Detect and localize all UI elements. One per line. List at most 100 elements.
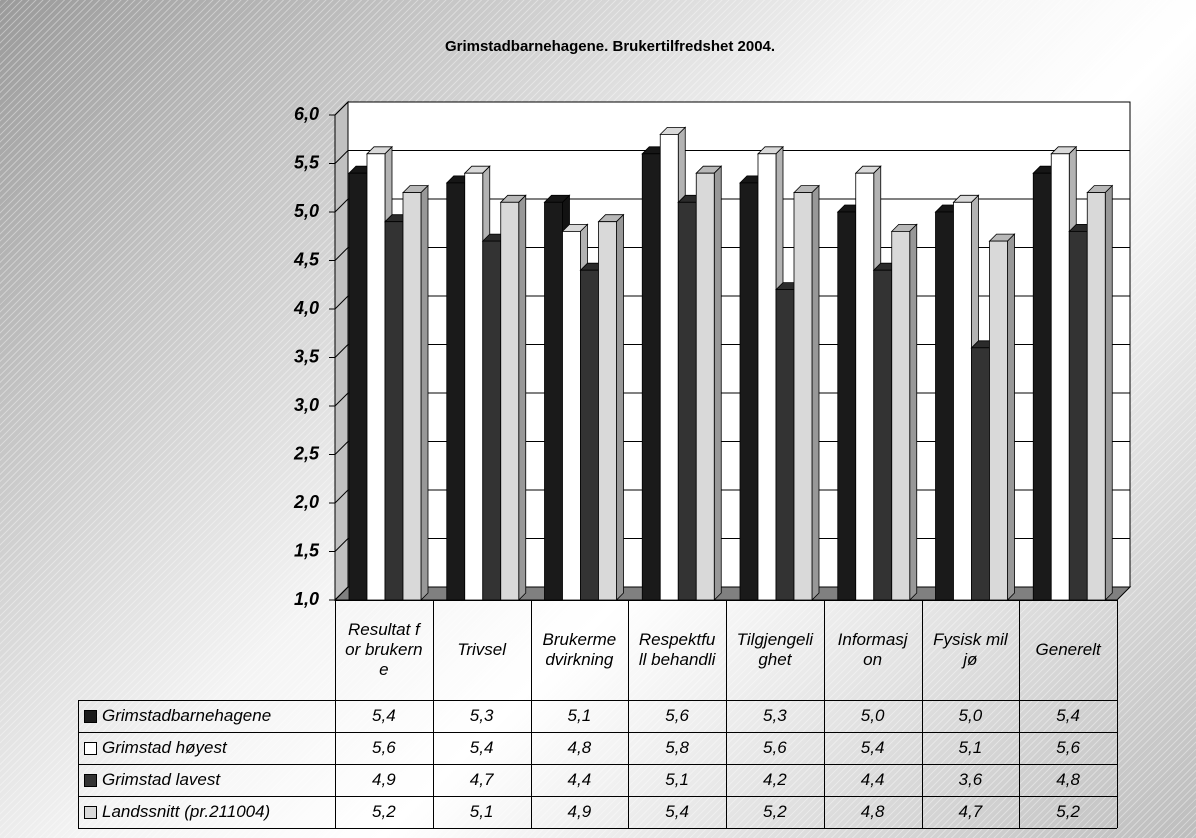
bar-side xyxy=(1104,184,1113,601)
bar xyxy=(366,153,386,601)
bar xyxy=(598,221,617,601)
value-label: 4,4 xyxy=(567,770,592,789)
legend-key xyxy=(84,741,97,755)
value-label: 5,1 xyxy=(567,706,592,725)
bar xyxy=(971,347,990,601)
bar xyxy=(775,289,795,601)
legend-entry: Landssnitt (pr.211004) xyxy=(78,796,335,828)
bar xyxy=(677,201,697,601)
value-label: 4,8 xyxy=(860,802,885,821)
table-line xyxy=(78,732,1117,733)
bar-side xyxy=(616,213,624,601)
grid-line xyxy=(334,150,349,164)
table-line xyxy=(78,700,1117,701)
table-line xyxy=(78,796,1117,797)
bar xyxy=(348,172,368,601)
bar xyxy=(1032,172,1052,601)
table-line xyxy=(823,600,825,828)
value-label: 4,2 xyxy=(763,770,787,789)
grid-line xyxy=(334,538,349,552)
y-tick-label: 3,0 xyxy=(294,395,319,415)
legend-label: Landssnitt (pr.211004) xyxy=(102,802,271,821)
bar-side xyxy=(811,184,820,601)
y-tick-label: 3,5 xyxy=(294,346,320,366)
table-line xyxy=(1117,600,1118,828)
value-label: 3,6 xyxy=(958,770,983,789)
bar-side xyxy=(713,165,722,601)
value-label: 5,8 xyxy=(665,738,689,757)
bar xyxy=(837,211,857,601)
bar xyxy=(757,153,777,601)
value-label: 4,7 xyxy=(469,770,494,789)
legend-label: Grimstad lavest xyxy=(102,770,221,789)
y-tick-label: 4,0 xyxy=(293,298,319,318)
legend-entry: Grimstadbarnehagene xyxy=(78,700,335,732)
value-label: 5,2 xyxy=(372,802,396,821)
bar xyxy=(402,192,422,601)
category-label: Tilgjengelighet xyxy=(736,630,814,669)
value-label: 5,3 xyxy=(469,706,494,725)
value-label: 4,8 xyxy=(1056,770,1080,789)
legend-entry: Grimstad høyest xyxy=(78,732,335,764)
table-line xyxy=(628,600,630,828)
legend-label: Grimstad høyest xyxy=(102,738,227,757)
bar xyxy=(500,201,520,601)
table-line xyxy=(335,600,336,828)
grid-line xyxy=(334,198,349,213)
bar xyxy=(464,172,484,601)
bar xyxy=(482,240,502,601)
value-label: 5,4 xyxy=(1056,706,1080,725)
table-line xyxy=(78,700,79,828)
table-line xyxy=(726,600,727,828)
grid-line xyxy=(334,586,349,601)
bar xyxy=(935,211,954,601)
bar xyxy=(891,230,911,601)
value-label: 5,4 xyxy=(665,802,689,821)
category-label: Informasjon xyxy=(837,630,908,669)
bar xyxy=(1086,192,1106,601)
bar xyxy=(544,201,563,601)
legend-entry: Grimstad lavest xyxy=(78,764,335,796)
y-tick-label: 4,5 xyxy=(293,249,320,269)
value-label: 5,4 xyxy=(469,738,494,757)
bar xyxy=(953,201,972,601)
bar xyxy=(873,269,893,601)
value-label: 5,6 xyxy=(665,706,689,725)
table-line xyxy=(1019,600,1021,828)
grid-line xyxy=(334,489,349,504)
y-tick-label: 2,0 xyxy=(293,492,319,512)
value-label: 5,4 xyxy=(860,738,885,757)
bar xyxy=(446,182,466,601)
value-label: 5,0 xyxy=(958,706,983,725)
value-label: 5,1 xyxy=(958,738,983,757)
table-line xyxy=(78,764,1117,765)
y-tick-label: 5,0 xyxy=(294,201,319,221)
value-label: 5,4 xyxy=(372,706,396,725)
value-label: 4,9 xyxy=(372,770,396,789)
grid-line xyxy=(334,295,349,310)
table-line xyxy=(530,600,532,828)
value-label: 4,8 xyxy=(567,738,592,757)
legend-key xyxy=(84,773,97,787)
category-label: Resultat for brukerne xyxy=(345,620,423,679)
value-label: 4,4 xyxy=(860,770,885,789)
category-label: Fysisk miljø xyxy=(933,630,1008,669)
value-label: 5,3 xyxy=(763,706,787,725)
value-label: 5,6 xyxy=(763,738,787,757)
chart-title: Grimstadbarnehagene. Brukertilfredshet 2… xyxy=(445,38,775,55)
table-line xyxy=(432,600,434,828)
y-tick-label: 5,5 xyxy=(294,152,320,172)
grid-line xyxy=(334,344,349,358)
grid-line xyxy=(334,247,349,261)
value-label: 5,1 xyxy=(469,802,494,821)
category-label: Generelt xyxy=(1035,640,1101,659)
value-label: 5,2 xyxy=(1056,802,1080,821)
bar xyxy=(739,182,759,601)
value-label: 4,7 xyxy=(958,802,983,821)
bar xyxy=(855,172,875,601)
bar xyxy=(659,133,679,601)
category-label: Respektfull behandli xyxy=(638,630,716,669)
bar-side xyxy=(909,223,918,601)
